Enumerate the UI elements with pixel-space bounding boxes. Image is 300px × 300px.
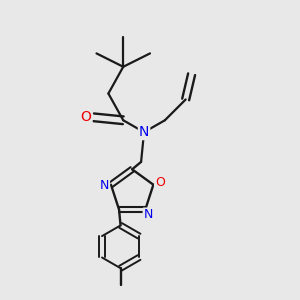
Text: N: N	[139, 125, 149, 139]
Text: N: N	[144, 208, 153, 221]
Text: O: O	[155, 176, 165, 189]
Text: N: N	[100, 179, 109, 192]
Text: O: O	[81, 110, 92, 124]
